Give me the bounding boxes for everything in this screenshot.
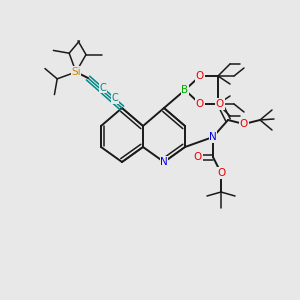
Text: O: O <box>217 168 225 178</box>
Text: Si: Si <box>71 67 81 77</box>
Text: N: N <box>209 132 217 142</box>
Text: C: C <box>111 93 118 103</box>
Text: N: N <box>160 157 168 167</box>
Text: O: O <box>194 152 202 162</box>
Text: O: O <box>216 99 224 109</box>
Text: C: C <box>100 83 106 93</box>
Text: O: O <box>196 71 204 81</box>
Text: O: O <box>196 99 204 109</box>
Text: B: B <box>182 85 189 95</box>
Text: O: O <box>240 119 248 129</box>
